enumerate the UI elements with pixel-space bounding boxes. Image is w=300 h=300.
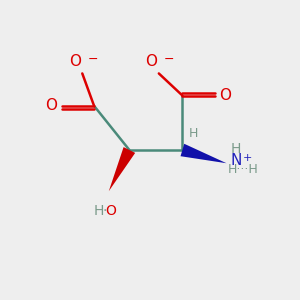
Text: −: − (164, 53, 175, 66)
Text: −: − (88, 53, 98, 66)
Text: H: H (188, 127, 198, 140)
Text: O: O (146, 54, 158, 69)
Text: H: H (93, 205, 104, 218)
Text: O: O (219, 88, 231, 103)
Text: O: O (105, 205, 116, 218)
Text: O: O (69, 54, 81, 69)
Text: +: + (243, 153, 252, 163)
Text: O: O (45, 98, 57, 113)
Text: H···H: H···H (228, 163, 259, 176)
Polygon shape (181, 144, 226, 163)
Text: ·: · (102, 205, 106, 218)
Text: H: H (231, 142, 241, 155)
Text: N: N (230, 153, 242, 168)
Polygon shape (109, 147, 135, 191)
